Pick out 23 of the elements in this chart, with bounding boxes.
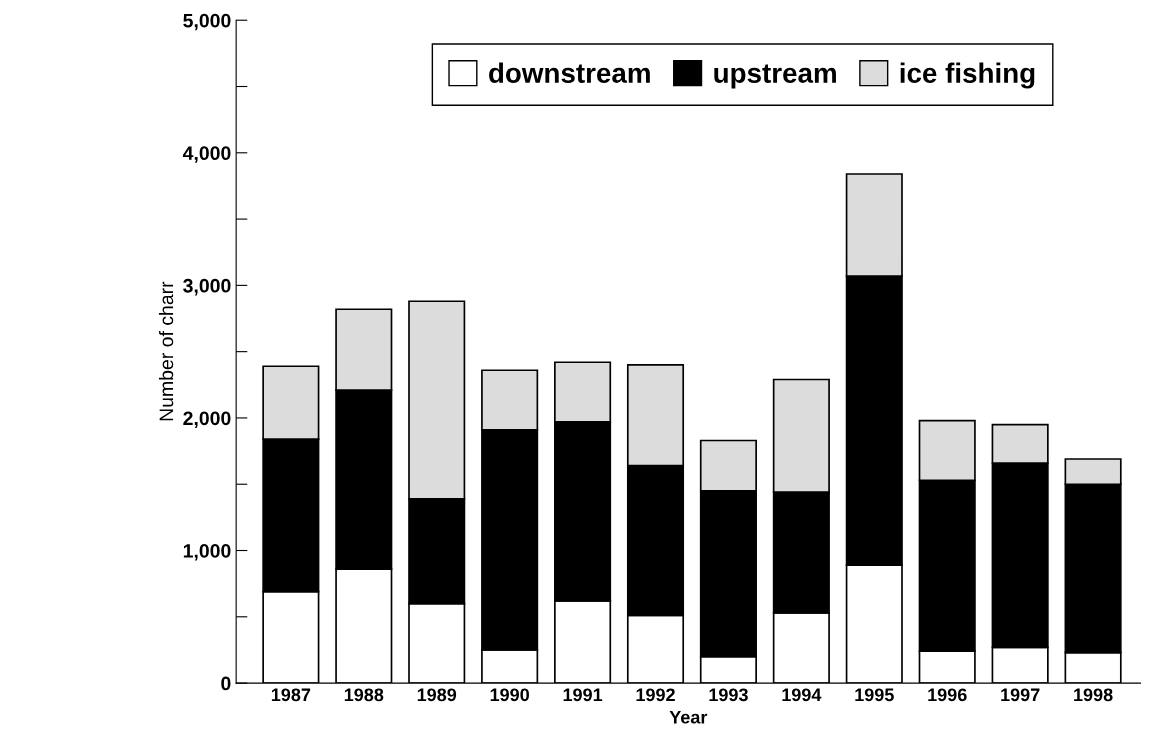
x-tick-label: 1996: [928, 688, 967, 702]
x-tick-label: 1993: [709, 688, 748, 702]
legend-label: downstream: [489, 62, 650, 83]
y-tick-label: 2,000: [183, 411, 231, 428]
x-tick-label: 1998: [1074, 688, 1113, 702]
legend-label: ice fishing: [900, 62, 1035, 89]
x-tick-label: 1991: [563, 688, 603, 702]
y-tick-label: 0: [221, 676, 231, 691]
x-tick-label: 1992: [636, 688, 675, 702]
x-axis-title: Year: [669, 711, 708, 724]
x-tick-label: 1989: [417, 688, 457, 702]
y-tick-label: 3,000: [183, 278, 231, 296]
x-tick-label: 1988: [344, 688, 384, 702]
y-tick-label: 4,000: [182, 146, 231, 163]
y-tick-label: 5,000: [183, 13, 231, 31]
y-tick-label: 1,000: [183, 543, 231, 561]
x-tick-label: 1995: [855, 688, 894, 702]
y-axis-title: Number of charr: [158, 281, 174, 421]
x-tick-label: 1990: [490, 688, 529, 702]
legend-label: upstream: [714, 64, 836, 89]
x-tick-label: 1994: [782, 688, 822, 702]
x-tick-label: 1987: [271, 688, 311, 702]
x-tick-label: 1997: [1001, 688, 1040, 702]
